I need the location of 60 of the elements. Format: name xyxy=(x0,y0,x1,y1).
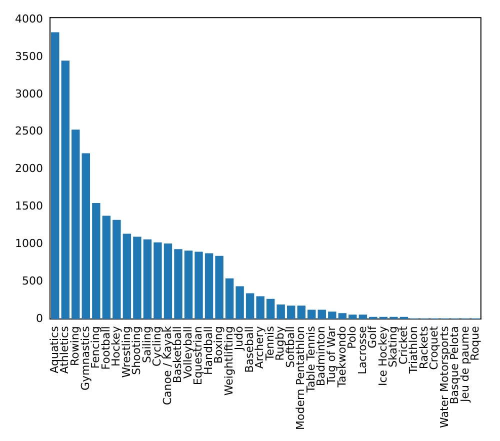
y-tick-label: 500 xyxy=(22,274,43,288)
bar xyxy=(358,314,368,320)
x-tick-label: Roque xyxy=(468,326,482,361)
x-tick-label: Boxing xyxy=(212,326,226,364)
bar xyxy=(204,253,214,320)
bar xyxy=(308,310,316,320)
bar xyxy=(318,310,326,320)
bar xyxy=(246,293,254,320)
x-tick-label: Fencing xyxy=(89,326,102,369)
x-tick-label: Athletics xyxy=(58,326,72,374)
bar xyxy=(276,304,285,320)
bar xyxy=(256,296,264,320)
bar xyxy=(297,306,306,320)
bar xyxy=(215,256,224,320)
bar xyxy=(72,130,80,320)
bar xyxy=(133,236,142,320)
bar xyxy=(369,316,378,320)
y-tick-label: 1500 xyxy=(14,200,43,213)
x-tick-label: Hockey xyxy=(110,326,123,366)
y-tick-label: 1000 xyxy=(14,237,43,250)
y-tick-label: 4000 xyxy=(14,12,43,26)
bar xyxy=(122,234,132,320)
bar xyxy=(390,316,398,320)
bar xyxy=(154,242,162,320)
x-tick-label: Aquatics xyxy=(48,326,61,374)
x-tick-label: Shooting xyxy=(130,326,144,375)
bar xyxy=(51,32,60,320)
x-tick-label: Cycling xyxy=(150,326,164,366)
bar xyxy=(92,203,100,320)
x-tick-label: Badminton xyxy=(314,326,328,386)
bar xyxy=(266,298,275,320)
bar xyxy=(348,314,357,320)
x-tick-label: Rowing xyxy=(68,326,82,366)
x-tick-label: Archery xyxy=(253,326,266,369)
y-tick-label: 0 xyxy=(36,312,43,326)
bar xyxy=(102,216,111,320)
bar xyxy=(174,249,182,320)
y-tick-label: 2500 xyxy=(14,124,43,138)
bar xyxy=(338,313,347,320)
y-tick-label: 2000 xyxy=(14,162,43,176)
bar xyxy=(225,278,234,320)
bar xyxy=(236,286,244,320)
bar xyxy=(164,243,172,320)
y-tick-label: 3000 xyxy=(14,87,43,100)
x-tick-label: Croquet xyxy=(428,325,441,370)
x-tick-label: Rugby xyxy=(274,326,287,361)
bar xyxy=(328,312,336,320)
bar xyxy=(61,60,70,320)
bar xyxy=(112,220,121,320)
x-tick-label: Basque Pelota xyxy=(448,326,462,404)
x-tick-label: Tug of War xyxy=(325,326,338,386)
x-tick-label: Skating xyxy=(386,326,400,368)
bar xyxy=(286,306,296,320)
x-tick-label: Equestrian xyxy=(192,326,205,386)
bar xyxy=(82,153,90,320)
bar xyxy=(143,239,152,320)
y-tick-label: 3500 xyxy=(14,50,43,63)
x-tick-label: Judo xyxy=(232,326,246,352)
bar xyxy=(194,252,203,320)
bar xyxy=(184,250,193,320)
